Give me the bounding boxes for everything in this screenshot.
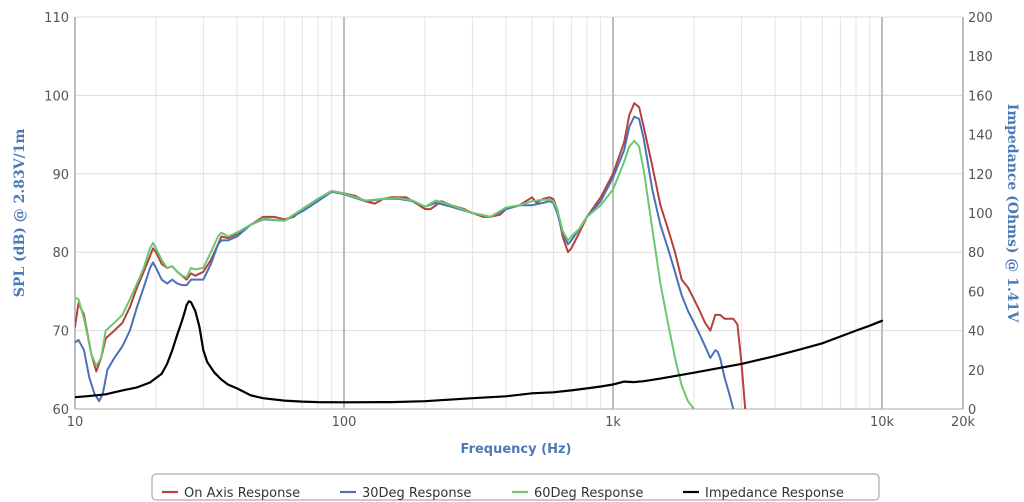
- y2-tick-label: 120: [968, 168, 993, 183]
- y2-tick-label: 180: [968, 50, 993, 65]
- series-line-on-axis-response[interactable]: [75, 102, 747, 409]
- axis-ticks: 10 100 1k 10k 20k 60 70 80 90 100 110 0 20 40 60 80 100 1…: [44, 11, 993, 430]
- y-tick-label: 90: [52, 168, 69, 183]
- legend-item-impedance-response[interactable]: Impedance Response: [683, 486, 844, 501]
- y2-tick-label: 40: [968, 325, 985, 340]
- legend-label: 60Deg Response: [534, 486, 643, 501]
- legend-box: [151, 473, 880, 501]
- legend[interactable]: On Axis Response 30Deg Response 60Deg Resp…: [151, 473, 880, 501]
- y-tick-label: 70: [52, 325, 69, 340]
- y2-tick-label: 100: [968, 207, 993, 222]
- series-line-60deg-response[interactable]: [75, 139, 695, 409]
- series-lines: [75, 102, 884, 409]
- y-tick-label: 110: [44, 11, 69, 26]
- y2-tick-label: 20: [968, 364, 985, 379]
- grid: [74, 16, 964, 410]
- x-tick-label: 20k: [951, 415, 976, 430]
- legend-label: Impedance Response: [705, 486, 844, 501]
- legend-label: 30Deg Response: [362, 486, 471, 501]
- y-axis-title-left: SPL (dB) @ 2.83V/1m: [12, 129, 28, 298]
- x-tick-label: 1k: [605, 415, 621, 430]
- y-tick-label: 60: [52, 403, 69, 418]
- y-tick-label: 80: [52, 246, 69, 261]
- x-axis-title: Frequency (Hz): [461, 442, 572, 457]
- legend-item-30deg-response[interactable]: 30Deg Response: [340, 486, 471, 501]
- series-line-impedance-response[interactable]: [75, 300, 884, 404]
- y-tick-label: 100: [44, 89, 69, 104]
- x-tick-label: 100: [332, 415, 357, 430]
- y2-tick-label: 80: [968, 246, 985, 261]
- y2-tick-label: 0: [968, 403, 976, 418]
- y2-tick-label: 200: [968, 11, 993, 26]
- x-tick-label: 10k: [870, 415, 895, 430]
- legend-item-60deg-response[interactable]: 60Deg Response: [512, 486, 643, 501]
- legend-item-on-axis-response[interactable]: On Axis Response: [162, 486, 300, 501]
- y2-tick-label: 160: [968, 89, 993, 104]
- series-line-30deg-response[interactable]: [75, 115, 735, 409]
- y2-tick-label: 60: [968, 285, 985, 300]
- legend-label: On Axis Response: [184, 486, 300, 501]
- y2-tick-label: 140: [968, 129, 993, 144]
- x-tick-label: 10: [67, 415, 84, 430]
- y-axis-title-right: Impedance (Ohms) @ 1.41V: [1004, 104, 1020, 324]
